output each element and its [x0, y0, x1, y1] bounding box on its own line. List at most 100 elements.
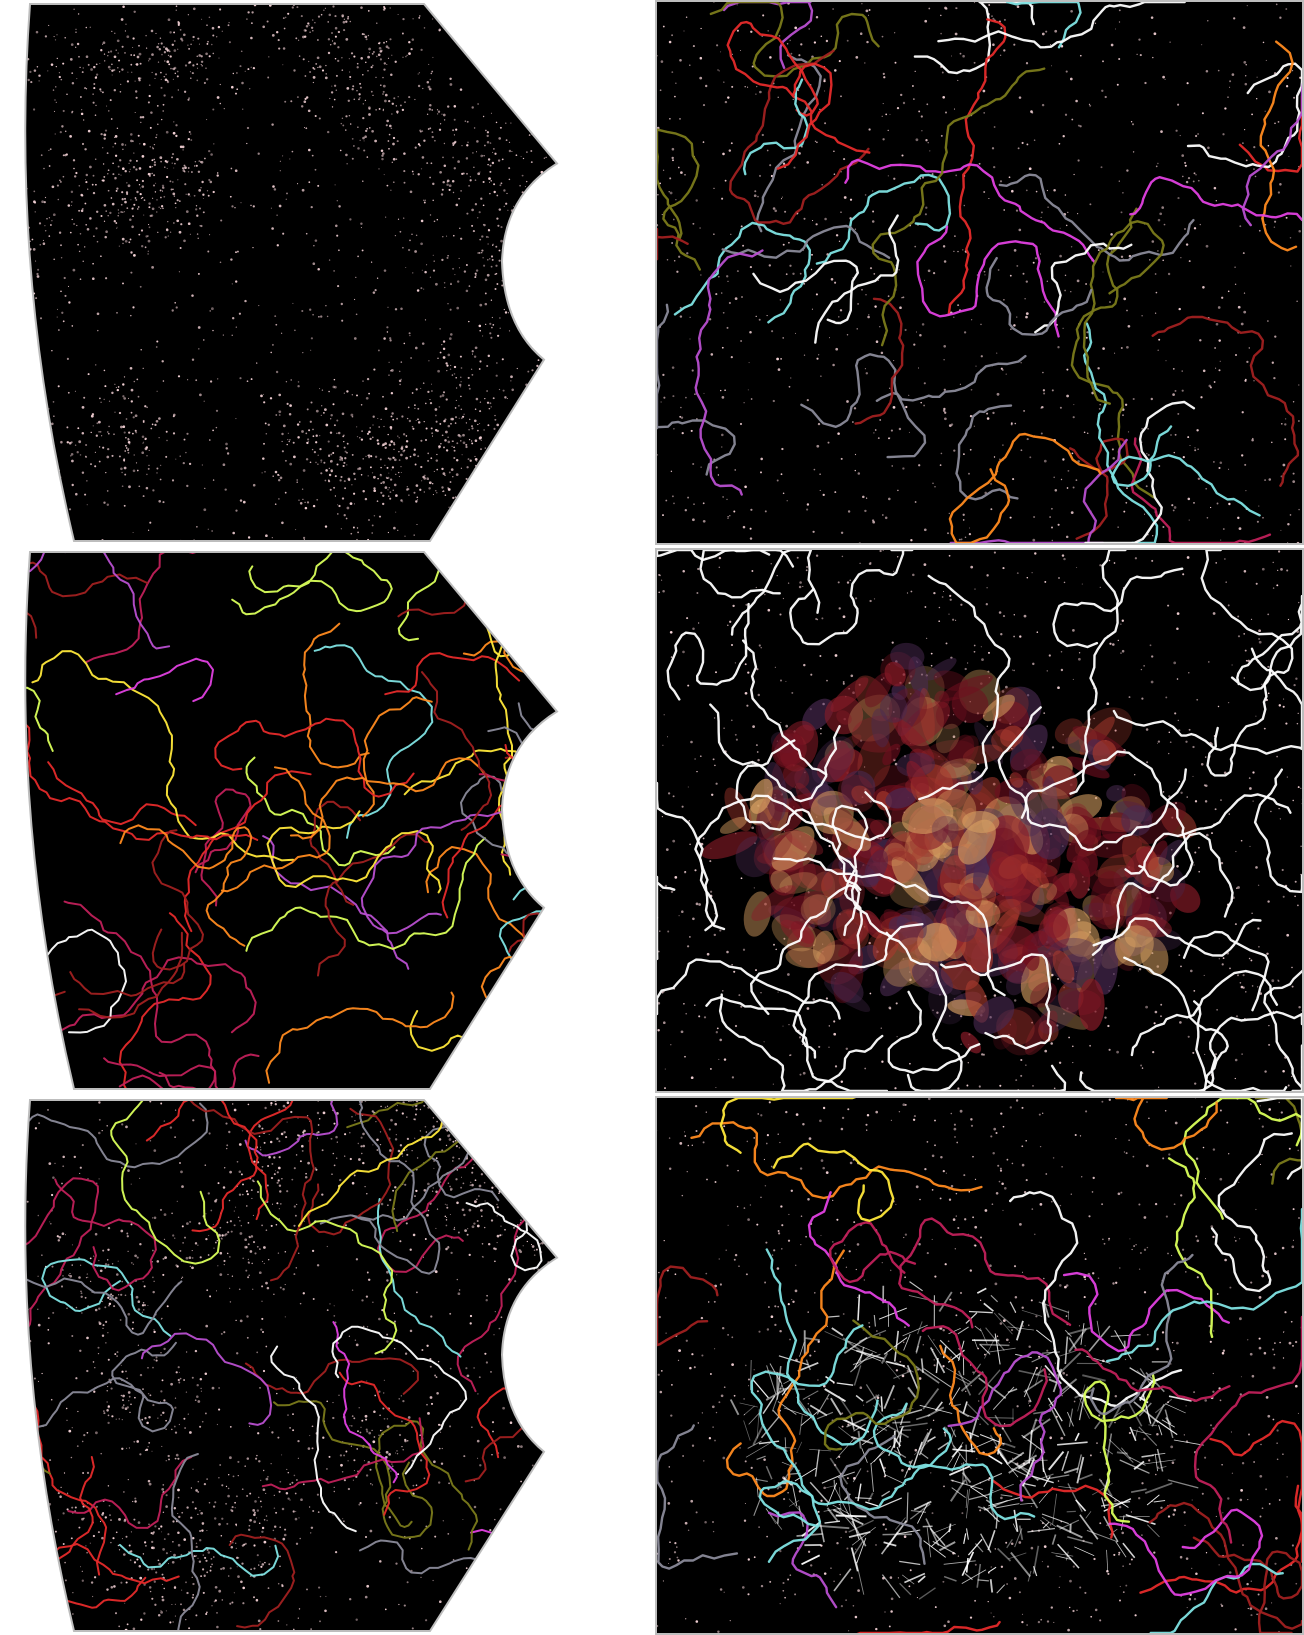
filament-path	[25, 561, 148, 639]
filament-path	[25, 1277, 183, 1336]
filament-path	[273, 1400, 434, 1539]
filament-path	[829, 1221, 917, 1284]
filament-path	[119, 824, 253, 947]
filament-path	[194, 788, 252, 907]
filament-path	[898, 1217, 1072, 1329]
filament-path	[831, 804, 893, 957]
filament-path	[726, 20, 871, 154]
filament-path	[1062, 1271, 1230, 1353]
filament-path	[998, 173, 1195, 262]
filament-path	[655, 1265, 719, 1347]
filament-path	[939, 1344, 1003, 1456]
filament-path	[690, 1121, 983, 1200]
filament-path	[140, 1332, 273, 1426]
survey-wedge-galaxies	[4, 0, 584, 545]
filament-path	[1083, 1373, 1156, 1523]
survey-wedge-filaments	[4, 548, 584, 1093]
filament-path	[655, 128, 701, 271]
zoom-web-structure-canvas	[655, 1096, 1304, 1635]
filament-path	[729, 49, 870, 225]
filament-path	[266, 810, 442, 894]
filament-path	[1148, 1501, 1304, 1630]
filament-path	[25, 1383, 108, 1576]
filament-path	[955, 404, 1019, 501]
filament-path	[758, 1427, 952, 1527]
filament-path	[67, 1456, 193, 1529]
filament-path	[244, 1357, 419, 1395]
filament-path	[1020, 750, 1194, 887]
filament-path	[705, 996, 817, 1059]
filament-path	[752, 259, 859, 325]
filament-path	[313, 644, 434, 839]
zoom-web-structure	[655, 1096, 1304, 1635]
filament-path	[735, 739, 862, 891]
filament-path	[948, 432, 1102, 545]
filament-path	[25, 1177, 99, 1354]
filament-path	[245, 837, 486, 952]
filament-path	[918, 574, 1011, 801]
filament-path	[730, 548, 821, 636]
filament-path	[78, 931, 184, 1019]
filament-path	[289, 757, 488, 840]
filament-path	[115, 657, 214, 703]
filament-path	[854, 297, 905, 425]
filament-path	[940, 953, 1052, 1050]
filament-path	[844, 158, 1097, 264]
filament-path	[151, 829, 204, 971]
filament-path	[47, 761, 197, 827]
survey-wedge-overlay	[4, 1096, 584, 1635]
filament-path	[38, 1341, 177, 1433]
filament-path	[46, 928, 127, 1034]
filament-path	[767, 1511, 838, 1609]
filament-path	[110, 1100, 221, 1265]
filament-path	[750, 884, 861, 1016]
filament-path	[1052, 567, 1184, 649]
filament-path	[709, 703, 841, 803]
filament-path	[655, 227, 689, 261]
filament-path	[1149, 1562, 1284, 1635]
filament-path	[331, 1325, 468, 1475]
filament-path	[1005, 0, 1082, 49]
filament-path	[421, 671, 493, 831]
filament-path	[743, 602, 828, 776]
filament-path	[231, 552, 393, 616]
filament-path	[158, 1053, 260, 1089]
filament-path	[800, 353, 927, 459]
filament-path	[567, 1485, 582, 1597]
filament-path	[655, 781, 726, 931]
filament-path	[655, 548, 771, 562]
filament-path	[916, 225, 1060, 338]
filament-path	[742, 78, 809, 176]
filament-path	[1151, 315, 1300, 487]
filament-path	[1186, 62, 1304, 169]
filament-path	[839, 1435, 926, 1565]
filament-path	[25, 1102, 209, 1169]
web-cloud	[729, 1281, 1204, 1600]
filament-path	[103, 1057, 233, 1089]
filament-path	[655, 303, 736, 476]
filament-path	[265, 991, 455, 1084]
filament-path	[397, 552, 557, 642]
filament-path	[25, 1041, 45, 1089]
survey-wedge-filaments-canvas	[24, 551, 559, 1090]
filament-path	[725, 1249, 845, 1498]
filament-path	[170, 1453, 202, 1631]
filament-path	[1069, 548, 1127, 795]
filament-path	[990, 1478, 1114, 1539]
filament-path	[694, 791, 892, 932]
filament-path	[997, 706, 1187, 851]
filament-path	[375, 1420, 479, 1551]
filament-path	[25, 552, 171, 650]
filament-path	[25, 676, 54, 752]
filament-path	[814, 214, 900, 344]
filament-path	[245, 756, 396, 867]
filament-path	[492, 570, 557, 676]
filament-path	[54, 1178, 157, 1292]
filament-path	[214, 717, 415, 798]
filament-path	[270, 1345, 357, 1533]
filament-path	[397, 552, 557, 626]
filament-path	[755, 54, 822, 233]
filament-path	[63, 900, 217, 1089]
filament-path	[146, 1100, 315, 1282]
filament-path	[362, 696, 433, 818]
